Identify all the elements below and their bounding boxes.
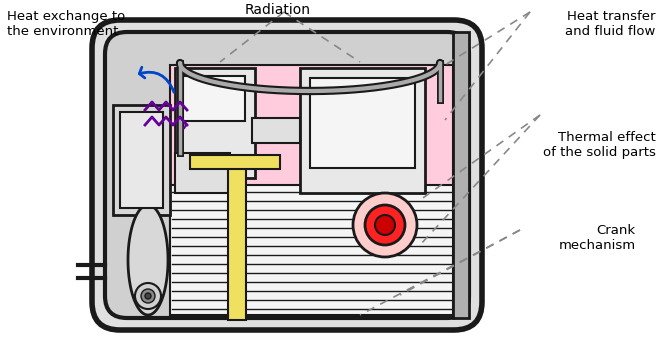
Circle shape [141,289,155,303]
Polygon shape [128,205,168,315]
FancyBboxPatch shape [105,32,469,318]
Text: Crank
mechanism: Crank mechanism [558,224,636,251]
Circle shape [135,283,161,309]
Bar [310,78,415,168]
Bar [183,76,245,121]
Bar [175,68,255,178]
Bar [170,185,453,315]
Bar [170,65,453,255]
Circle shape [375,215,395,235]
Bar [252,118,300,143]
Text: Thermal effect
of the solid parts: Thermal effect of the solid parts [542,131,655,159]
Bar [175,153,230,193]
Bar [120,112,163,208]
Circle shape [145,293,151,299]
Bar [300,68,425,193]
Text: Heat exchange to
the environment: Heat exchange to the environment [7,10,125,38]
Bar [453,32,469,318]
Circle shape [365,205,405,245]
FancyBboxPatch shape [92,20,482,330]
Text: Radiation: Radiation [245,3,311,18]
Circle shape [353,193,417,257]
Bar [113,105,170,215]
Text: Heat transfer
and fluid flow: Heat transfer and fluid flow [565,10,655,38]
Bar [228,160,246,320]
Bar [190,155,280,169]
